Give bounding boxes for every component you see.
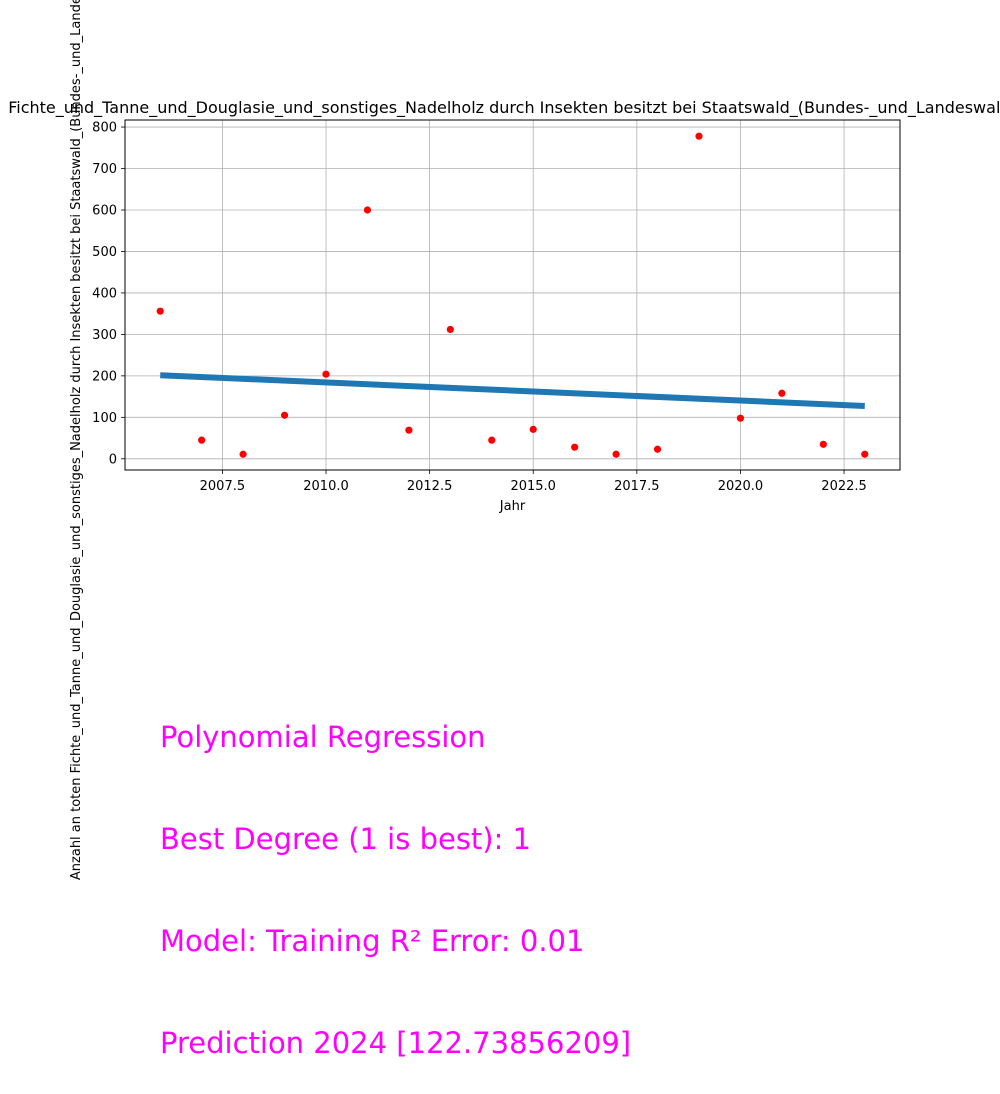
data-point: [571, 443, 579, 451]
data-points: [156, 132, 869, 458]
annotation-line-error: Model: Training R² Error: 0.01: [160, 924, 585, 958]
data-point: [819, 440, 827, 448]
x-axis-label: Jahr: [499, 499, 526, 514]
x-tick-label: 2015.0: [510, 479, 556, 494]
regression-line: [160, 372, 865, 409]
x-tick-label: 2020.0: [718, 479, 764, 494]
data-point: [446, 325, 454, 334]
y-tick-label: 700: [92, 162, 117, 177]
data-point: [488, 436, 496, 444]
data-point: [405, 426, 413, 434]
y-tick-label: 200: [92, 369, 117, 384]
x-tick-label: 2022.5: [821, 479, 867, 494]
data-point: [239, 450, 247, 458]
data-point: [612, 450, 620, 458]
y-tick-label: 600: [92, 203, 117, 218]
x-tick-label: 2007.5: [200, 479, 246, 494]
regression-line-layer: [160, 372, 865, 409]
y-tick-label: 800: [92, 121, 117, 136]
annotation-line-method: Polynomial Regression: [160, 720, 486, 754]
y-axis-label: Anzahl an toten Fichte_und_Tanne_und_Dou…: [69, 0, 84, 880]
data-point: [322, 370, 330, 378]
y-tick-label: 400: [92, 286, 117, 301]
y-tick-label: 500: [92, 245, 117, 260]
y-tick-label: 100: [92, 411, 117, 426]
x-tick-label: 2010.0: [303, 479, 349, 494]
annotation-line-prediction: Prediction 2024 [122.73856209]: [160, 1026, 632, 1060]
grid: [125, 120, 900, 470]
data-point: [529, 425, 537, 433]
data-point: [695, 132, 703, 140]
data-point: [280, 411, 289, 419]
data-point: [198, 436, 206, 444]
plot-area-frame: [124, 119, 901, 471]
data-point: [363, 206, 372, 214]
x-tick-label: 2012.5: [407, 479, 453, 494]
x-axis-ticks: 2007.5 2010.0 2012.5 2015.0 2017.5 2020.0 2022…: [200, 470, 867, 494]
data-point: [861, 450, 869, 458]
x-tick-label: 2017.5: [614, 479, 660, 494]
data-point: [778, 389, 786, 397]
data-point: [653, 445, 662, 453]
annotation-line-degree: Best Degree (1 is best): 1: [160, 822, 532, 856]
y-tick-label: 0: [109, 452, 117, 467]
data-point: [736, 414, 745, 422]
data-point: [156, 307, 164, 315]
y-tick-label: 300: [92, 328, 117, 343]
y-axis-ticks: 0 100 200 300 400 500 600 700 800: [92, 121, 125, 467]
chart: 2007.5 2010.0 2012.5 2015.0 2017.5 2020.0 2022…: [8, 0, 1000, 880]
regression-summary: Polynomial Regression Best Degree (1 is …: [160, 652, 631, 1094]
chart-title: Fichte_und_Tanne_und_Douglasie_und_sonst…: [8, 98, 1000, 118]
